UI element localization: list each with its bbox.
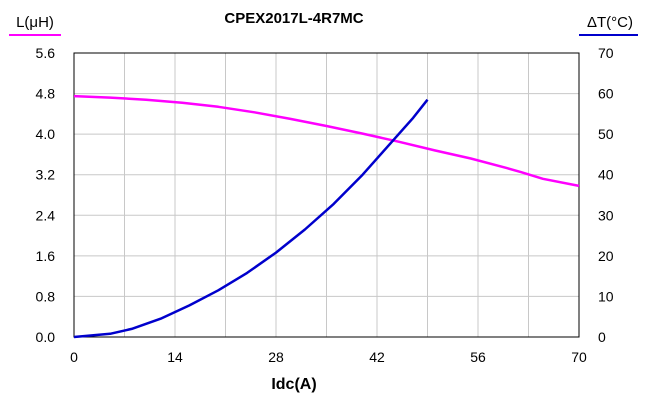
right-y-tick-label: 50 <box>598 126 614 142</box>
left-y-tick-label: 0.8 <box>36 288 56 304</box>
right-y-tick-label: 70 <box>598 45 614 61</box>
left-axis-label: L(μH) <box>16 14 54 31</box>
left-y-tick-label: 1.6 <box>36 248 56 264</box>
x-tick-label: 56 <box>470 349 486 365</box>
left-y-tick-label: 3.2 <box>36 167 56 183</box>
inductance-series-line <box>73 94 580 188</box>
right-y-tick-label: 40 <box>598 167 614 183</box>
x-tick-label: 42 <box>369 349 385 365</box>
left-y-tick-label: 2.4 <box>36 207 56 223</box>
left-y-tick-label: 0.0 <box>36 329 56 345</box>
right-y-tick-label: 10 <box>598 288 614 304</box>
temperature-series-line <box>73 98 429 339</box>
right-y-tick-label: 30 <box>598 207 614 223</box>
right-y-tick-label: 20 <box>598 248 614 264</box>
x-tick-label: 70 <box>571 349 587 365</box>
x-tick-label: 28 <box>268 349 284 365</box>
series-lines <box>73 94 580 339</box>
x-tick-label: 14 <box>167 349 183 365</box>
plot-frame <box>73 52 580 338</box>
left-y-tick-label: 5.6 <box>36 45 56 61</box>
tick-labels: 0 14 28 42 56 70 0.0 0.8 1.6 2.4 3.2 4.0 4.8 5.6 0 10 20… <box>36 45 614 365</box>
right-y-tick-label: 0 <box>598 329 606 345</box>
x-tick-label: 0 <box>70 349 78 365</box>
right-axis-label: ΔT(°C) <box>587 14 633 31</box>
right-y-tick-label: 60 <box>598 86 614 102</box>
grid-lines <box>74 53 579 337</box>
left-y-tick-label: 4.0 <box>36 126 56 142</box>
left-y-tick-label: 4.8 <box>36 86 56 102</box>
x-axis-label: Idc(A) <box>271 376 316 393</box>
chart-title: CPEX2017L-4R7MC <box>224 10 363 27</box>
